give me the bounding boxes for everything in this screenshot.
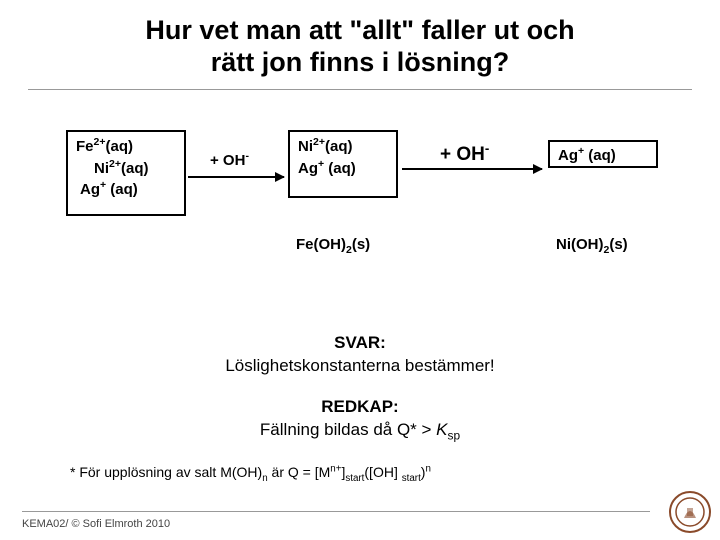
slide-title: Hur vet man att "allt" faller ut och rät… [0,0,720,89]
box-initial-solution: Fe2+(aq) Ni2+(aq) Ag+ (aq) [66,130,186,216]
redkap-text: Fällning bildas då Q* > Ksp [260,420,460,439]
university-seal-icon [668,490,712,534]
title-line1: Hur vet man att "allt" faller ut och [145,15,574,45]
box-after-step1: Ni2+(aq) Ag+ (aq) [288,130,398,198]
footer-text: KEMA02/ © Sofi Elmroth 2010 [22,518,170,530]
precipitate-nioh2: Ni(OH)2(s) [556,236,628,253]
title-line2: rätt jon finns i lösning? [211,47,509,77]
reagent-oh-1: + OH- [210,152,249,169]
species-fe2: Fe2+(aq) [76,136,176,158]
species-ag: Ag+ (aq) [76,179,176,201]
reagent-oh-2: + OH- [440,144,489,166]
species-ag-right: Ag+ (aq) [558,145,648,167]
footnote: * För upplösning av salt M(OH)n är Q = [… [70,464,720,480]
answer-block: SVAR: Löslighetskonstanterna bestämmer! [0,332,720,378]
redkap-block: REDKAP: Fällning bildas då Q* > Ksp [0,396,720,442]
answer-text: Löslighetskonstanterna bestämmer! [225,356,494,375]
box-after-step2: Ag+ (aq) [548,140,658,168]
species-ag-mid: Ag+ (aq) [298,158,388,180]
reaction-diagram: Fe2+(aq) Ni2+(aq) Ag+ (aq) + OH- Ni2+(aq… [0,118,720,318]
title-divider [28,89,692,90]
species-ni2-mid: Ni2+(aq) [298,136,388,158]
arrow-1 [188,176,284,178]
answer-heading: SVAR: [334,333,386,352]
species-ni2: Ni2+(aq) [76,158,176,180]
precipitate-feoh2: Fe(OH)2(s) [296,236,370,253]
redkap-heading: REDKAP: [321,397,398,416]
footer-divider [22,511,650,512]
arrow-2 [402,168,542,170]
